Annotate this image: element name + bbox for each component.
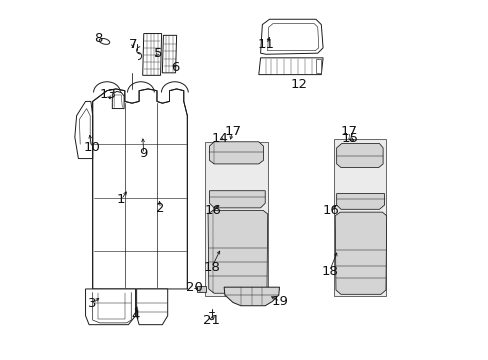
Text: 16: 16: [322, 204, 339, 217]
Text: 6: 6: [170, 61, 179, 74]
Text: 2: 2: [156, 202, 164, 215]
Polygon shape: [75, 102, 93, 158]
Text: 15: 15: [341, 132, 358, 145]
Text: 12: 12: [290, 78, 307, 91]
Text: 17: 17: [224, 125, 241, 138]
Text: 13: 13: [100, 88, 116, 101]
Polygon shape: [207, 210, 267, 293]
Polygon shape: [336, 194, 384, 209]
Polygon shape: [93, 89, 187, 289]
Text: 14: 14: [211, 132, 228, 145]
Polygon shape: [142, 33, 162, 75]
Text: 9: 9: [139, 148, 148, 161]
Polygon shape: [136, 289, 167, 325]
Bar: [197, 286, 206, 292]
Text: 7: 7: [128, 38, 137, 51]
Text: 5: 5: [154, 47, 162, 60]
Text: 16: 16: [204, 204, 222, 217]
Text: 11: 11: [257, 38, 274, 51]
Text: 10: 10: [83, 141, 100, 154]
Polygon shape: [335, 212, 386, 294]
Text: 3: 3: [88, 297, 97, 310]
Text: 1: 1: [117, 193, 125, 206]
Polygon shape: [85, 289, 135, 325]
Polygon shape: [224, 287, 279, 306]
Text: 20: 20: [185, 281, 203, 294]
Text: 18: 18: [203, 261, 220, 274]
Text: 19: 19: [271, 295, 288, 308]
Text: 21: 21: [203, 314, 220, 327]
Text: 18: 18: [321, 265, 337, 278]
Text: 4: 4: [131, 309, 140, 322]
Polygon shape: [336, 144, 382, 167]
Polygon shape: [162, 35, 176, 73]
Text: 8: 8: [94, 32, 102, 45]
Bar: [205, 143, 267, 296]
Polygon shape: [209, 142, 263, 164]
Bar: [333, 139, 385, 296]
Polygon shape: [260, 19, 323, 54]
Polygon shape: [258, 58, 323, 75]
Polygon shape: [209, 191, 264, 208]
Text: 17: 17: [340, 125, 357, 138]
Polygon shape: [315, 59, 321, 73]
